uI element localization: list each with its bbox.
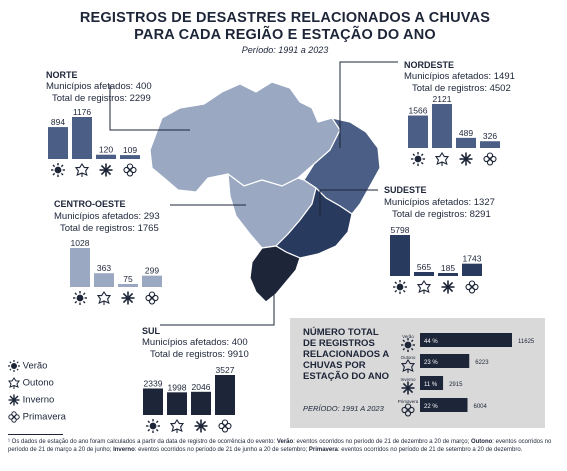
legend-item-primavera: Primavera	[8, 411, 66, 423]
footnote: ¹ Os dados de estação do ano foram calcu…	[8, 438, 560, 454]
region-sudeste-municipios: Municípios afetados: 1327	[384, 197, 495, 208]
region-centro-oeste-municipios: Municípios afetados: 293	[54, 211, 160, 222]
map-region-sul	[249, 245, 301, 303]
period-subtitle: Período: 1991 a 2023	[241, 45, 329, 55]
footnote-primavera-label: Primavera	[308, 447, 338, 453]
legend-label-primavera: Primavera	[22, 411, 66, 423]
sun-icon	[8, 360, 20, 372]
footnote-divider	[8, 434, 63, 435]
region-nordeste-name: NORDESTE	[404, 60, 455, 70]
page-title: REGISTROS DE DESASTRES RELACIONADOS A CH…	[60, 10, 510, 44]
region-norte-total: Total de registros: 2299	[52, 93, 151, 104]
connector-sudeste	[319, 189, 378, 216]
footnote-inverno-text: : eventos ocorridos no período de 21 de …	[134, 447, 309, 453]
connector-norte	[109, 85, 190, 131]
footnote-primavera-text: : eventos ocorridos no período de 21 de …	[337, 447, 523, 453]
legend-label-inverno: Inverno	[22, 394, 55, 406]
footnote-verao-text: : eventos ocorridos no período de 21 de …	[293, 439, 471, 445]
legend-item-inverno: Inverno	[8, 394, 54, 406]
legend-label-verao: Verão	[22, 360, 48, 372]
region-sul-municipios: Municípios afetados: 400	[142, 337, 248, 348]
connector-nordeste	[339, 61, 398, 148]
legend-item-outono: Outono	[8, 377, 54, 389]
totals-box-period: PERÍODO: 1991 A 2023	[303, 404, 384, 413]
region-nordeste-municipios: Municípios afetados: 1491	[404, 71, 515, 82]
footnote-outono-text: : eventos ocorridos no período de 21 de …	[8, 439, 552, 453]
flower-icon	[8, 411, 20, 423]
leaf-icon	[8, 377, 20, 389]
map-region-sudeste	[275, 186, 353, 259]
region-centro-oeste-name: CENTRO-OESTE	[54, 199, 126, 209]
legend-label-outono: Outono	[22, 377, 54, 389]
footnote-intro: ¹ Os dados de estação do ano foram calcu…	[8, 439, 277, 445]
region-sudeste-total: Total de registros: 8291	[392, 209, 491, 220]
region-sul-total: Total de registros: 9910	[150, 349, 249, 360]
title-line-2: PARA CADA REGIÃO E ESTAÇÃO DO ANO	[134, 27, 436, 43]
footnote-inverno-label: Inverno	[113, 447, 135, 453]
region-nordeste-total: Total de registros: 4502	[412, 83, 511, 94]
snowflake-icon	[8, 394, 20, 406]
footnote-verao-label: Verão	[276, 439, 294, 445]
region-centro-oeste-total: Total de registros: 1765	[60, 223, 159, 234]
legend-item-verao: Verão	[8, 360, 47, 372]
region-sul-name: SUL	[142, 326, 160, 336]
region-norte-name: NORTE	[46, 70, 78, 80]
totals-box-title: NÚMERO TOTAL DE REGISTROS RELACIONADOS A…	[303, 327, 390, 382]
region-sudeste-name: SUDESTE	[384, 185, 427, 195]
title-line-1: REGISTROS DE DESASTRES RELACIONADOS A CH…	[79, 10, 491, 26]
connector-sul	[160, 292, 275, 326]
footnote-outono-label: Outono	[470, 439, 493, 445]
region-norte-municipios: Municípios afetados: 400	[46, 81, 152, 92]
